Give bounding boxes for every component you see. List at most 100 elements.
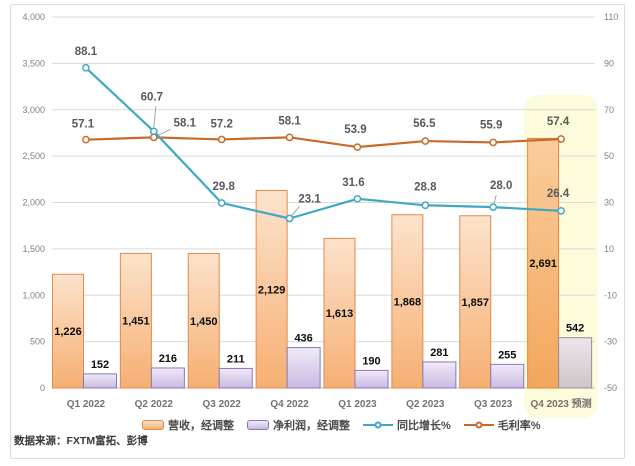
yoy-growth-label-leader [153,106,157,128]
revenue-bar [527,137,560,389]
revenue-value-label: 1,868 [394,296,422,308]
gross-margin-label: 55.9 [480,119,502,131]
net-profit-bar [354,369,389,389]
right-axis-tick: -10 [604,290,617,300]
legend-label-net-profit: 净利润，经调整 [273,420,350,432]
legend-label-revenue: 营收，经调整 [168,420,234,432]
revenue-bar [323,237,356,389]
left-axis-tick: 3,500 [22,58,45,68]
yoy-growth-label: 23.1 [298,193,321,205]
net-profit-bar [286,347,321,389]
gross-margin-point [489,138,498,147]
yoy-growth-label: 88.1 [75,46,98,58]
legend-label-margin: 毛利率% [497,420,541,432]
revenue-bar [52,273,84,389]
x-axis-label: Q3 2023 [474,399,513,410]
right-axis-tick: 70 [604,105,614,115]
left-axis-tick: 3,000 [22,105,45,115]
net-profit-value-label: 216 [159,353,177,365]
gross-margin-label-leader [157,128,172,136]
right-axis-tick: 90 [604,58,614,68]
net-profit-bar [558,337,593,389]
net-profit-bar [83,373,117,389]
left-axis-tick: 2,500 [22,151,45,161]
net-profit-bar [150,367,185,389]
gross-margin-label: 58.1 [278,115,301,127]
yoy-growth-label-leader [493,195,497,204]
left-axis-tick: 500 [30,337,45,347]
gross-margin-point [217,135,226,144]
revenue-value-label: 2,129 [258,284,286,296]
right-axis-tick: -50 [604,383,617,393]
x-axis-label: Q1 2022 [67,399,106,410]
net-profit-swatch-icon [247,420,269,430]
gross-margin-label: 57.1 [72,119,95,131]
yoy-growth-label: 29.8 [212,181,235,193]
yoy-growth-label: 31.6 [342,177,364,189]
legend-item-net-profit: 净利润，经调整 [247,417,350,433]
gross-margin-label: 57.4 [547,116,570,128]
gross-margin-point [557,135,565,143]
net-profit-value-label: 281 [430,347,448,359]
revenue-value-label: 1,613 [326,308,354,320]
gross-margin-label: 58.1 [174,117,197,129]
x-axis-label: Q1 2023 [338,399,377,410]
revenue-bar [459,215,492,389]
net-profit-value-label: 211 [227,353,245,365]
net-profit-value-label: 255 [498,349,516,361]
gross-margin-point [353,143,362,151]
yoy-growth-point [557,206,565,215]
net-profit-value-label: 436 [294,333,312,345]
gross-margin-line-icon [463,421,494,429]
yoy-growth-label: 28.0 [490,180,512,192]
gross-margin-label: 56.5 [413,118,436,130]
net-profit-bar [490,363,525,389]
yoy-growth-line [85,66,562,220]
revenue-bar [391,214,424,389]
yoy-growth-point [489,203,498,211]
revenue-swatch-icon [142,420,164,430]
x-axis-label: Q4 2023 预测 [530,397,591,410]
net-profit-bar [422,361,457,389]
yoy-growth-point [217,199,226,207]
x-axis-label: Q2 2022 [135,399,174,410]
right-axis-tick: 10 [604,244,614,254]
yoy-growth-point [82,63,90,72]
legend-item-margin: 毛利率% [463,417,541,433]
x-axis-label: Q2 2023 [406,399,445,410]
right-axis-tick: 30 [604,198,614,208]
gross-margin-label: 57.2 [210,118,232,130]
legend-item-yoy: 同比增长% [363,417,451,433]
left-axis-tick: 4,000 [22,12,45,22]
yoy-growth-label: 26.4 [547,188,570,200]
revenue-value-label: 1,450 [190,316,218,328]
left-axis-tick: 1,500 [22,244,45,254]
yoy-growth-point [285,214,294,223]
gross-margin-label: 53.9 [344,124,366,136]
revenue-value-label: 1,857 [461,297,489,309]
net-profit-bar [218,367,253,389]
yoy-growth-point [149,127,158,136]
revenue-value-label: 1,226 [54,326,82,338]
gross-margin-point [82,135,90,144]
left-axis-tick: 0 [40,383,45,393]
data-source-note: 数据来源：FXTM富拓、彭博 [14,435,148,447]
net-profit-value-label: 152 [91,359,109,371]
legend-label-yoy: 同比增长% [397,420,451,432]
yoy-growth-label: 28.8 [414,181,437,193]
yoy-growth-label-leader [291,206,300,216]
gross-margin-point [285,133,294,142]
left-axis-tick: 1,000 [22,290,45,300]
yoy-growth-point [353,194,362,203]
yoy-line-icon [363,421,393,429]
revenue-value-label: 2,691 [529,258,557,270]
x-axis-label: Q4 2022 [270,399,309,410]
revenue-bar [119,252,152,389]
gross-margin-point [421,137,430,145]
net-profit-value-label: 190 [362,355,380,367]
right-axis-tick: -30 [604,337,617,347]
legend-item-revenue: 营收，经调整 [142,417,234,433]
revenue-bar [255,190,288,389]
right-axis-tick: 110 [604,12,618,22]
